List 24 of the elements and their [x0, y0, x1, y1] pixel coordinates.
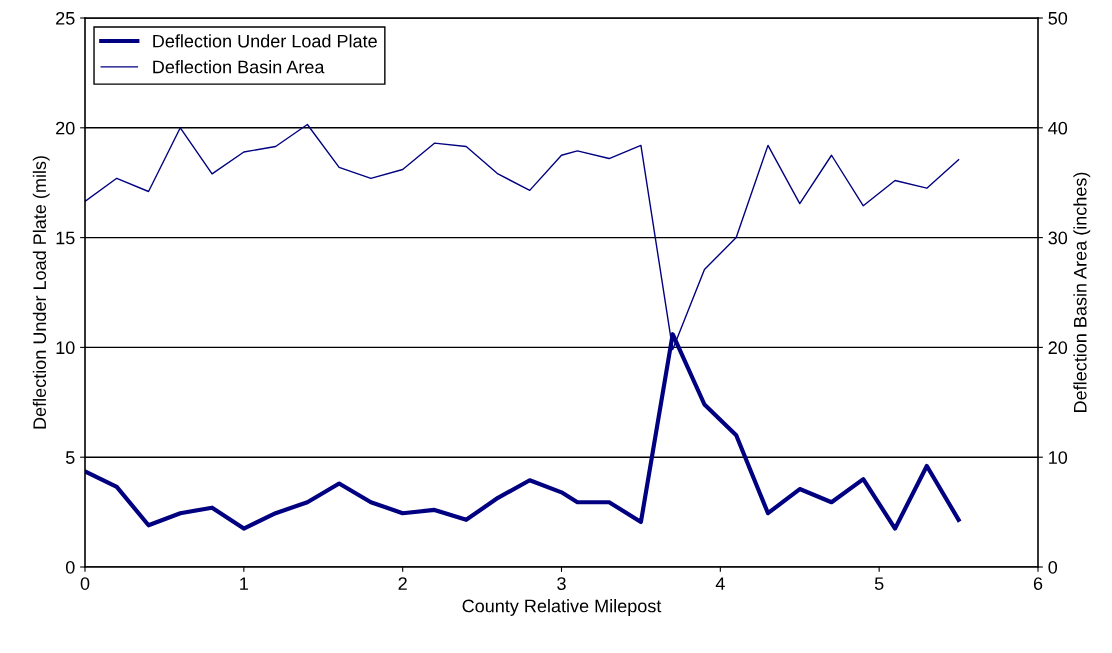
x-axis-title: County Relative Milepost [462, 599, 662, 616]
x-tick-label: 6 [1033, 577, 1043, 590]
x-tick-label: 0 [80, 577, 90, 590]
y2-tick-label: 20 [1048, 341, 1068, 355]
legend-label: Deflection Basin Area [153, 60, 325, 74]
y2-tick-label: 30 [1048, 231, 1068, 245]
y-tick-label: 10 [56, 341, 75, 355]
y-axis-title: Deflection Under Load Plate (mils) [32, 156, 50, 429]
legend-label: Deflection Under Load Plate [153, 34, 377, 48]
y2-tick-label: 40 [1048, 121, 1068, 135]
y-tick-label: 5 [65, 451, 75, 464]
y-tick-label: 25 [56, 11, 75, 25]
y2-tick-label: 10 [1049, 451, 1068, 464]
y-tick-label: 20 [56, 121, 75, 135]
y-tick-label: 0 [65, 560, 75, 574]
y-tick-label: 15 [56, 231, 75, 245]
y2-tick-label: 50 [1048, 11, 1068, 25]
x-tick-label: 2 [398, 577, 407, 590]
y2-axis-title: Deflection Basin Area (inches) [1073, 172, 1091, 412]
x-tick-label: 1 [240, 577, 248, 590]
x-tick-label: 3 [557, 577, 566, 590]
y2-tick-label: 0 [1048, 560, 1058, 574]
x-tick-label: 4 [715, 577, 725, 590]
x-tick-label: 5 [874, 577, 884, 590]
